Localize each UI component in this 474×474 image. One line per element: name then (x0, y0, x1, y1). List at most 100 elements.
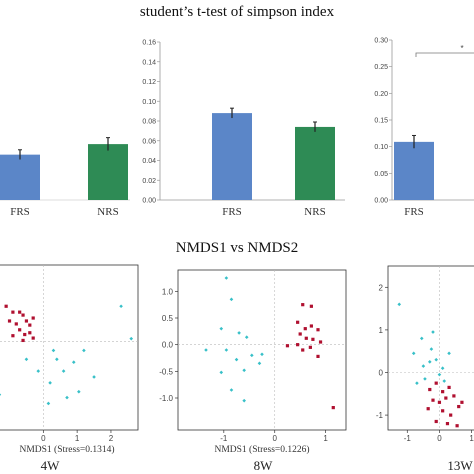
red-point (434, 381, 438, 385)
cyan-point (421, 364, 426, 368)
red-point (308, 345, 312, 349)
cyan-point (82, 348, 86, 353)
cyan-point (423, 377, 427, 381)
cyan-point (36, 369, 41, 373)
y-tick-label: -1.0 (159, 394, 173, 403)
red-point (18, 328, 22, 332)
x-tick-label: 1 (323, 434, 328, 443)
cyan-point (229, 388, 234, 392)
cyan-point (397, 302, 402, 307)
top-title: student’s t-test of simpson index (140, 4, 335, 20)
red-point (285, 344, 290, 348)
cyan-point (48, 381, 52, 385)
cyan-point (244, 335, 249, 339)
red-point (28, 323, 32, 327)
red-point (444, 396, 448, 400)
red-point (309, 304, 313, 308)
bar-y-tick-label: 0.05 (374, 171, 388, 178)
x-tick-label: 2 (109, 434, 114, 443)
red-point (316, 328, 320, 332)
red-point (296, 320, 300, 324)
red-point (14, 322, 18, 326)
red-point (445, 422, 450, 426)
red-point (457, 404, 461, 409)
bar-y-tick-label: 0.02 (142, 178, 156, 185)
category-label: NRS (97, 206, 118, 218)
cyan-point (77, 389, 81, 394)
red-point (303, 327, 307, 331)
x-tick-label: 0 (437, 434, 442, 443)
cyan-point (419, 336, 424, 341)
cyan-point (234, 357, 239, 362)
bar-y-tick-label: 0.25 (374, 64, 388, 71)
cyan-point (434, 357, 439, 362)
red-point (31, 336, 35, 340)
bar-y-tick-label: 0.04 (142, 158, 156, 165)
bar-frs (0, 154, 40, 200)
bar-y-tick-label: 0.14 (142, 59, 156, 66)
cyan-point (224, 348, 229, 352)
significance-marker: * (460, 44, 463, 53)
scatter-panel-8W: -1 0 1 1.0 0.5 0.0 -0.5 -1.0 NMDS1 (Stress=0.122… (159, 269, 347, 473)
cyan-point (71, 360, 76, 365)
category-label: FRS (10, 206, 30, 218)
bar-panel-8W: 0.00 0.02 0.04 0.06 0.08 0.10 0.12 0.14 0.16 FRS N… (142, 40, 345, 218)
cyan-point (61, 369, 66, 373)
bar-y-tick-label: 0.30 (374, 38, 388, 45)
panel-label: 4W (41, 458, 61, 473)
y-tick-label: 0.0 (162, 341, 174, 350)
significance-bracket (415, 52, 474, 57)
cyan-point (219, 370, 224, 375)
red-point (316, 354, 320, 358)
red-point (449, 413, 453, 417)
cyan-point (46, 401, 51, 406)
bar-y-tick-label: 0.10 (142, 99, 156, 106)
cyan-point (250, 353, 254, 358)
red-point (434, 419, 438, 424)
red-point (24, 319, 29, 323)
red-point (301, 348, 305, 352)
red-point (431, 398, 435, 402)
bar-y-tick-label: 0.20 (374, 91, 388, 98)
cyan-point (242, 398, 246, 403)
panel-label: 13W (447, 458, 473, 473)
x-tick-label: -1 (404, 434, 412, 443)
cyan-point (242, 368, 246, 373)
cyan-point (257, 361, 262, 366)
bar-panel-4W: FRS NRS (0, 137, 130, 218)
bar-y-tick-label: 0.06 (142, 138, 156, 145)
x-tick-label: 1 (469, 434, 474, 443)
bar-y-tick-label: 0.00 (374, 198, 388, 205)
red-point (455, 424, 459, 428)
cyan-point (427, 360, 432, 364)
scatter-panel-13W: -1 0 1 2 1 0 -1 13W (376, 265, 474, 473)
y-tick-label: 1.0 (162, 287, 174, 296)
bar-panel-13W: 0.00 0.05 0.10 0.15 0.20 0.25 0.30 FRS * (374, 38, 474, 218)
cyan-point (447, 351, 451, 356)
cyan-point (431, 330, 435, 334)
red-point (21, 338, 25, 343)
y-tick-label: 2 (379, 283, 384, 292)
red-point (21, 313, 25, 317)
bar-frs (394, 141, 434, 200)
red-point (428, 387, 432, 392)
bar-y-tick-label: 0.00 (142, 198, 156, 205)
red-point (441, 409, 445, 413)
cyan-point (204, 348, 208, 352)
red-point (447, 385, 451, 390)
red-point (331, 406, 335, 410)
red-point (452, 394, 456, 398)
bar-frs (212, 113, 252, 200)
bar-y-tick-label: 0.12 (142, 79, 156, 86)
red-point (426, 407, 430, 411)
cyan-point (437, 372, 442, 377)
bar-y-tick-label: 0.10 (374, 144, 388, 151)
cyan-point (129, 336, 134, 341)
red-point (296, 343, 300, 347)
plot-frame (387, 265, 474, 431)
cyan-point (219, 326, 224, 331)
cyan-point (51, 348, 56, 353)
red-point (301, 303, 305, 307)
cyan-point (65, 395, 69, 400)
